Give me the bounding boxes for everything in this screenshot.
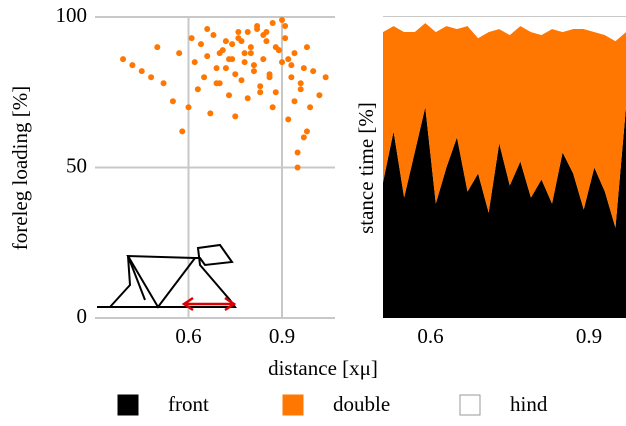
scatter-point bbox=[300, 134, 307, 141]
scatter-point bbox=[229, 41, 236, 48]
scatter-point bbox=[316, 92, 323, 99]
x-tick-label: 0.6 bbox=[417, 324, 443, 348]
scatter-point bbox=[179, 128, 186, 135]
scatter-point bbox=[297, 80, 304, 87]
y-tick-label: 0 bbox=[77, 304, 88, 328]
dog-sketch bbox=[97, 243, 237, 312]
scatter-point bbox=[201, 74, 208, 81]
scatter-point bbox=[282, 23, 289, 30]
x-tick-label: 0.6 bbox=[175, 324, 201, 348]
area-2 bbox=[383, 17, 626, 42]
x-tick-label: 0.9 bbox=[576, 324, 602, 348]
scatter-point bbox=[241, 50, 248, 57]
scatter-point bbox=[160, 80, 167, 87]
scatter-point bbox=[185, 104, 192, 111]
scatter-point bbox=[294, 149, 301, 156]
scatter-point bbox=[154, 44, 161, 51]
scatter-point bbox=[207, 110, 214, 117]
scatter-point bbox=[197, 41, 204, 48]
y-axis-label: stance time [%] bbox=[354, 102, 378, 234]
y-tick-label: 100 bbox=[56, 3, 88, 27]
scatter-point bbox=[254, 23, 261, 30]
scatter-point bbox=[250, 68, 257, 75]
scatter-point bbox=[303, 128, 310, 135]
scatter-point bbox=[263, 29, 270, 36]
legend-label: double bbox=[333, 392, 390, 416]
scatter-point bbox=[310, 68, 317, 75]
scatter-point bbox=[247, 50, 254, 57]
scatter-point bbox=[297, 86, 304, 93]
scatter-point bbox=[263, 38, 270, 45]
area-1 bbox=[383, 23, 626, 228]
arrow-head-left bbox=[181, 296, 194, 312]
scatter-point bbox=[232, 113, 239, 120]
scatter-point bbox=[232, 71, 239, 78]
x-tick-label: 0.9 bbox=[269, 324, 295, 348]
scatter-point bbox=[238, 38, 245, 45]
scatter-point bbox=[266, 74, 273, 81]
scatter-point bbox=[194, 86, 201, 93]
scatter-point bbox=[294, 164, 301, 171]
legend-label: front bbox=[168, 392, 209, 416]
scatter-point bbox=[291, 98, 298, 105]
scatter-point bbox=[226, 56, 233, 63]
scatter-point bbox=[169, 98, 176, 105]
scatter-point bbox=[275, 47, 282, 54]
scatter-point bbox=[176, 50, 183, 57]
scatter-point bbox=[303, 44, 310, 51]
scatter-point bbox=[291, 50, 298, 57]
dog-legs bbox=[109, 255, 146, 308]
scatter-point bbox=[241, 59, 248, 66]
legend-swatch bbox=[459, 394, 481, 416]
scatter-point bbox=[213, 80, 220, 87]
scatter-point bbox=[285, 56, 292, 63]
scatter-point bbox=[279, 59, 286, 66]
scatter-point bbox=[148, 74, 155, 81]
scatter-point bbox=[235, 29, 242, 36]
scatter-point bbox=[285, 116, 292, 123]
scatter-point bbox=[307, 104, 314, 111]
scatter-point bbox=[257, 89, 264, 96]
scatter-point bbox=[272, 89, 279, 96]
scatter-point bbox=[226, 92, 233, 99]
legend-swatch bbox=[282, 394, 304, 416]
scatter-point bbox=[257, 83, 264, 90]
scatter-point bbox=[222, 38, 229, 45]
scatter-point bbox=[269, 104, 276, 111]
scatter-point bbox=[129, 62, 136, 69]
scatter-point bbox=[204, 26, 211, 33]
scatter-point bbox=[222, 65, 229, 72]
scatter-point bbox=[260, 56, 267, 63]
scatter-point bbox=[300, 65, 307, 72]
scatter-point bbox=[247, 44, 254, 51]
area-0 bbox=[383, 107, 626, 318]
scatter-point bbox=[216, 50, 223, 57]
scatter-point bbox=[210, 32, 217, 39]
scatter-point bbox=[279, 17, 286, 24]
x-axis-label: distance [xμ] bbox=[268, 356, 378, 380]
y-tick-label: 50 bbox=[66, 153, 87, 177]
scatter-point bbox=[213, 65, 220, 72]
scatter-point bbox=[204, 53, 211, 60]
scatter-point bbox=[322, 74, 329, 81]
scatter-point bbox=[120, 56, 127, 63]
scatter-point bbox=[244, 29, 251, 36]
arrow-head-right bbox=[224, 296, 237, 312]
scatter-point bbox=[238, 77, 245, 84]
scatter-point bbox=[250, 62, 257, 69]
y-axis-label: foreleg loading [%] bbox=[8, 86, 32, 250]
scatter-point bbox=[288, 62, 295, 69]
scatter-point bbox=[138, 68, 145, 75]
legend-label: hind bbox=[510, 392, 548, 416]
legend-swatch bbox=[117, 394, 139, 416]
scatter-point bbox=[188, 35, 195, 42]
scatter-point bbox=[288, 74, 295, 81]
scatter-point bbox=[282, 35, 289, 42]
scatter-point bbox=[269, 20, 276, 27]
scatter-point bbox=[244, 95, 251, 102]
scatter-point bbox=[191, 59, 198, 66]
